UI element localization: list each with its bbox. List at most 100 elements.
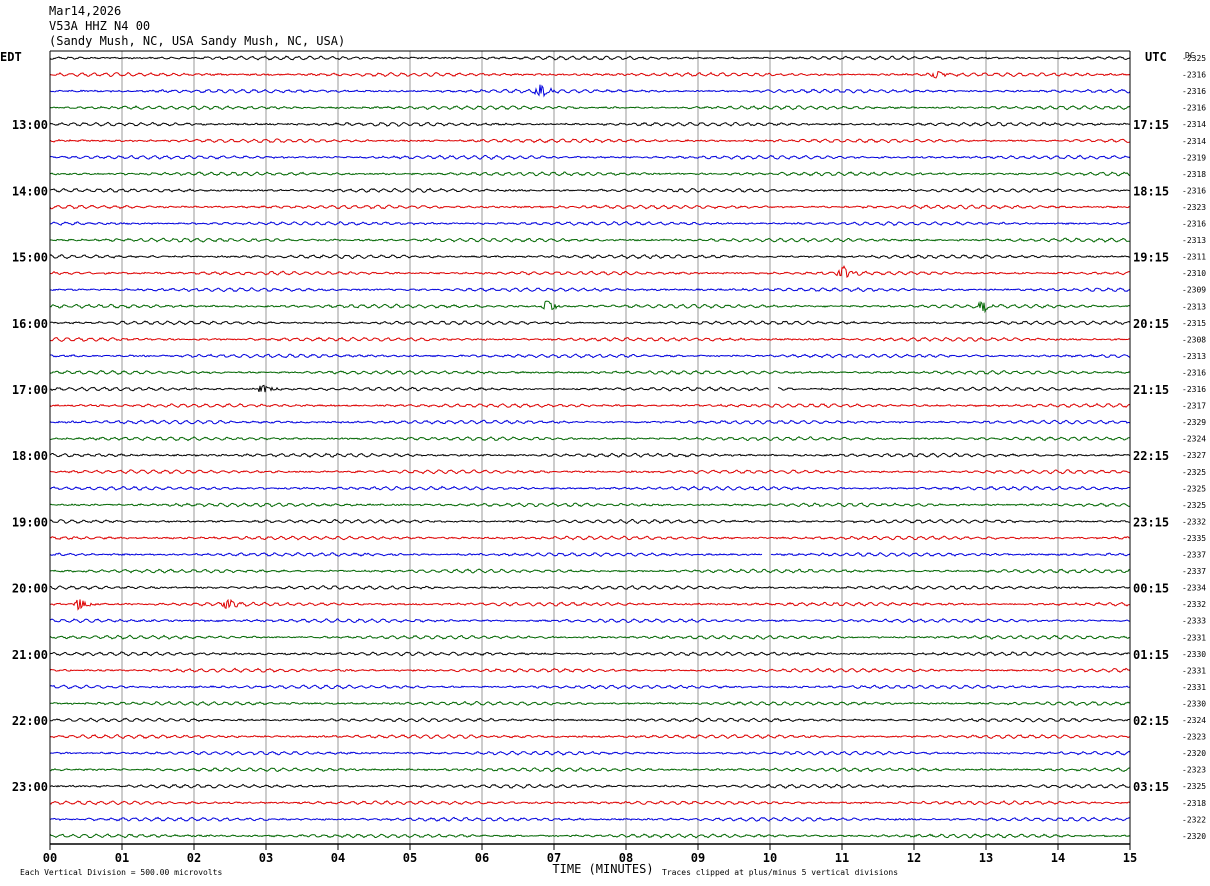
dc-offset-label: -2329 — [1182, 418, 1206, 427]
trace-row — [49, 287, 1131, 293]
trace-row — [49, 833, 1131, 839]
dc-offset-label: -2316 — [1182, 104, 1206, 113]
trace-row — [50, 220, 1131, 227]
station-location: (Sandy Mush, NC, USA Sandy Mush, NC, USA… — [49, 34, 346, 48]
right-hour-label: 22:15 — [1133, 449, 1169, 463]
station-header: Mar14,2026 V53A HHZ N4 00 (Sandy Mush, N… — [49, 4, 345, 49]
minute-gridlines — [121, 51, 1059, 844]
trace-row — [49, 634, 1131, 640]
axis-labels: -2325 -2316 -2316 -2316 -2314 -2314 -2319 -2318… — [0, 50, 1206, 877]
x-tick-label: 07 — [547, 851, 561, 865]
right-hour-label: 17:15 — [1133, 118, 1169, 132]
x-tick-label: 03 — [259, 851, 273, 865]
trace-row — [49, 171, 1131, 177]
trace-row — [49, 254, 1131, 260]
dc-offset-label: -2330 — [1182, 699, 1206, 708]
x-tick-label: 02 — [187, 851, 201, 865]
x-tick-label: 04 — [331, 851, 345, 865]
dc-offset-label: -2325 — [1182, 484, 1206, 493]
trace-row — [49, 419, 1131, 425]
plot-frame — [49, 50, 1131, 850]
right-hour-label: 18:15 — [1133, 184, 1169, 198]
dc-offset-label: -2310 — [1182, 269, 1206, 278]
right-hour-label: 21:15 — [1133, 383, 1169, 397]
dc-header-label: DC — [1185, 51, 1195, 60]
trace-row — [49, 369, 1131, 376]
dc-offset-label: -2308 — [1182, 335, 1206, 344]
trace-row — [49, 55, 1131, 61]
dc-offset-label: -2318 — [1182, 170, 1206, 179]
clip-note: Traces clipped at plus/minus 5 vertical … — [662, 868, 898, 877]
left-hour-label: 13:00 — [12, 118, 48, 132]
dc-offset-label: -2317 — [1182, 402, 1206, 411]
station-code: V53A HHZ N4 00 — [49, 19, 151, 33]
left-timezone-label: EDT — [0, 50, 22, 64]
x-tick-label: 13 — [979, 851, 993, 865]
dc-offset-label: -2331 — [1182, 633, 1206, 642]
trace-row — [49, 71, 1131, 79]
left-hour-label: 20:00 — [12, 582, 48, 596]
right-hour-label: 19:15 — [1133, 251, 1169, 265]
x-tick-label: 11 — [835, 851, 849, 865]
trace-row — [49, 204, 1131, 210]
trace-row — [49, 154, 1131, 160]
x-tick-label: 01 — [115, 851, 129, 865]
x-tick-label: 14 — [1051, 851, 1065, 865]
dc-offset-label: -2323 — [1182, 203, 1206, 212]
trace-row — [49, 402, 1131, 409]
trace-row — [49, 535, 1130, 541]
trace-row — [49, 684, 1131, 690]
dc-offset-label: -2337 — [1182, 567, 1206, 576]
dc-offset-label: -2316 — [1182, 220, 1206, 229]
dc-offset-label: -2313 — [1182, 236, 1206, 245]
dc-offset-label: -2318 — [1182, 799, 1206, 808]
right-hour-label: 01:15 — [1133, 648, 1169, 662]
trace-row — [49, 618, 1131, 624]
trace-row — [49, 502, 1131, 508]
dc-offset-label: -2320 — [1182, 832, 1206, 841]
trace-row — [49, 265, 1131, 278]
right-hour-label: 23:15 — [1133, 515, 1169, 529]
right-hour-label: 00:15 — [1133, 582, 1169, 596]
x-tick-label: 06 — [475, 851, 489, 865]
left-hour-label: 17:00 — [12, 383, 48, 397]
dc-offset-label: -2316 — [1182, 186, 1206, 195]
trace-row — [49, 436, 1131, 442]
x-tick-label: 15 — [1123, 851, 1137, 865]
dc-offset-label: -2316 — [1182, 87, 1206, 96]
dc-offset-label: -2319 — [1182, 153, 1206, 162]
trace-row — [49, 237, 1130, 243]
trace-row — [49, 485, 1130, 491]
dc-offset-label: -2332 — [1182, 517, 1206, 526]
dc-offset-label: -2337 — [1182, 551, 1206, 560]
trace-row — [49, 552, 1131, 558]
dc-offset-label: -2320 — [1182, 749, 1206, 758]
dc-offset-label: -2323 — [1182, 733, 1206, 742]
x-tick-label: 10 — [763, 851, 777, 865]
dc-offset-label: -2327 — [1182, 451, 1206, 460]
trace-row — [49, 585, 1131, 591]
dc-offset-label: -2316 — [1182, 368, 1206, 377]
trace-row — [49, 667, 1131, 673]
trace-row — [49, 750, 1131, 756]
right-hour-label: 03:15 — [1133, 780, 1169, 794]
trace-row — [49, 734, 1131, 739]
dc-offset-label: -2334 — [1182, 584, 1206, 593]
trace-row — [49, 518, 1131, 524]
left-hour-label: 19:00 — [12, 515, 48, 529]
dc-offset-label: -2325 — [1182, 468, 1206, 477]
x-axis-title: TIME (MINUTES) — [552, 862, 653, 876]
x-tick-label: 12 — [907, 851, 921, 865]
right-hour-label: 20:15 — [1133, 317, 1169, 331]
dc-offset-label: -2325 — [1182, 54, 1206, 63]
trace-row — [49, 138, 1131, 144]
right-hour-label: 02:15 — [1133, 714, 1169, 728]
trace-row — [49, 353, 1131, 359]
x-tick-label: 09 — [691, 851, 705, 865]
dc-offset-label: -2311 — [1182, 253, 1206, 262]
left-hour-label: 21:00 — [12, 648, 48, 662]
left-hour-label: 23:00 — [12, 780, 48, 794]
right-timezone-label: UTC — [1145, 50, 1167, 64]
trace-row — [49, 300, 1131, 314]
